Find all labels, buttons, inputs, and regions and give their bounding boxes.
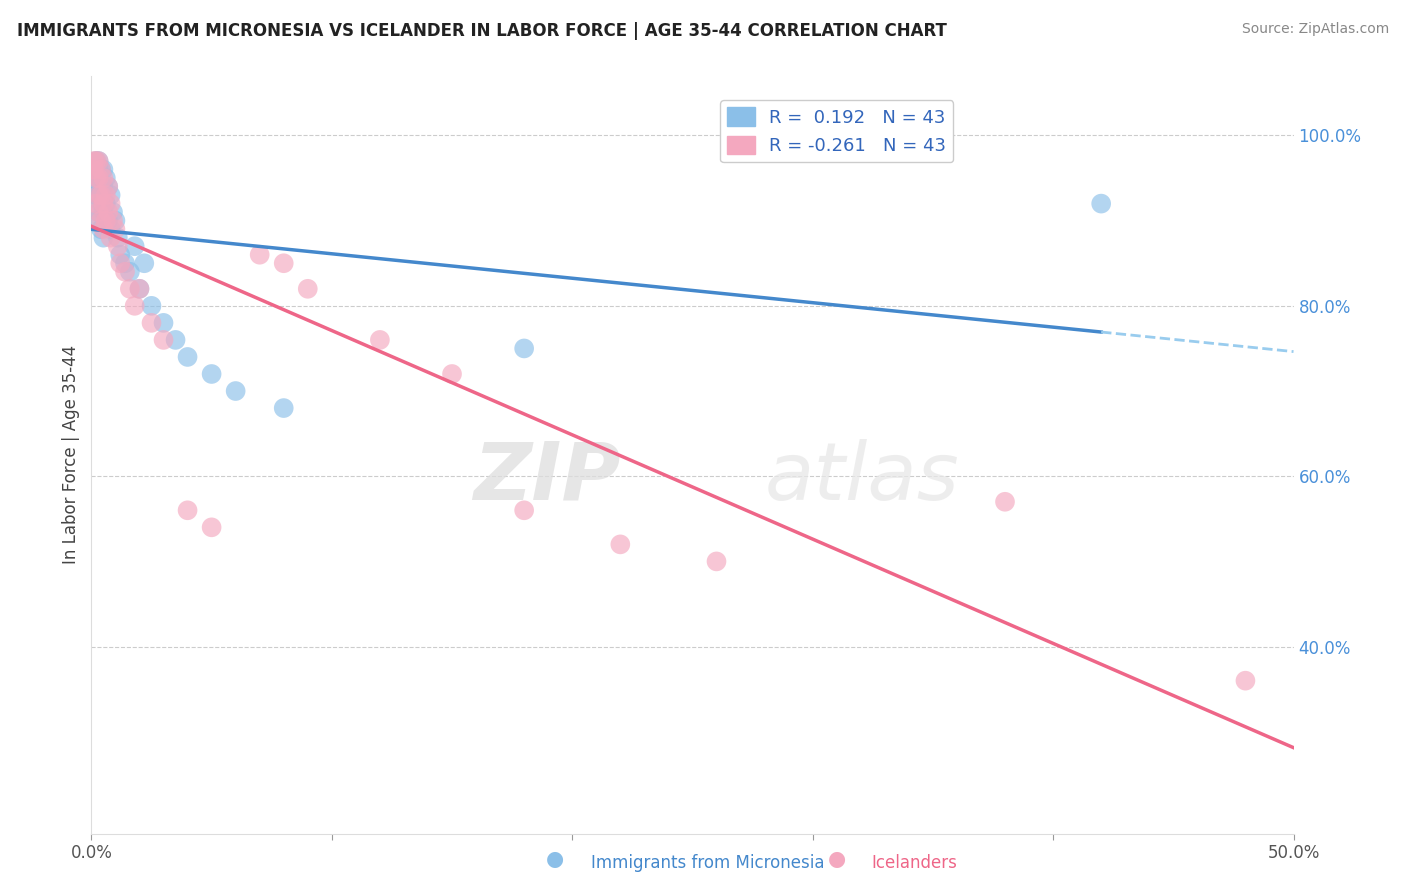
Point [994, 495, 1017, 509]
Point [87, 162, 110, 177]
Point [84, 213, 107, 227]
Text: IMMIGRANTS FROM MICRONESIA VS ICELANDER IN LABOR FORCE | AGE 35-44 CORRELATION C: IMMIGRANTS FROM MICRONESIA VS ICELANDER … [17, 22, 946, 40]
Point [114, 256, 136, 270]
Point [90, 162, 112, 177]
Point [100, 188, 122, 202]
Point [124, 299, 146, 313]
Point [114, 265, 136, 279]
Point [90, 162, 112, 177]
Point [273, 256, 295, 270]
Point [94, 196, 117, 211]
Point [124, 239, 146, 253]
Point [84, 171, 107, 186]
Y-axis label: In Labor Force | Age 35-44: In Labor Force | Age 35-44 [62, 345, 80, 565]
Point [94, 171, 117, 186]
Point [152, 333, 174, 347]
Point [87, 205, 110, 219]
Point [141, 299, 163, 313]
Point [1234, 673, 1257, 688]
Point [609, 537, 631, 551]
Point [84, 188, 107, 202]
Point [118, 265, 141, 279]
Point [87, 154, 110, 169]
Point [128, 282, 150, 296]
Point [97, 179, 120, 194]
Point [87, 188, 110, 202]
Point [110, 256, 132, 270]
Point [93, 196, 115, 211]
Point [152, 316, 174, 330]
Point [93, 222, 115, 236]
Point [90, 222, 112, 236]
Point [368, 333, 391, 347]
Text: ZIP: ZIP [472, 439, 620, 516]
Text: atlas: atlas [765, 439, 959, 516]
Point [165, 333, 187, 347]
Point [90, 179, 112, 194]
Point [110, 248, 132, 262]
Point [118, 282, 141, 296]
Point [83, 162, 105, 177]
Point [107, 230, 129, 244]
Point [176, 350, 198, 364]
Text: Immigrants from Micronesia: Immigrants from Micronesia [591, 855, 824, 872]
Point [101, 205, 124, 219]
Point [84, 154, 107, 169]
Point [97, 213, 120, 227]
Point [440, 367, 463, 381]
Point [90, 196, 112, 211]
Point [128, 282, 150, 296]
Point [87, 171, 110, 186]
Point [93, 171, 115, 186]
Point [134, 256, 156, 270]
Point [513, 503, 536, 517]
Point [201, 367, 224, 381]
Point [87, 171, 110, 186]
Point [104, 222, 127, 236]
Point [84, 171, 107, 186]
Point [141, 316, 163, 330]
Point [297, 282, 319, 296]
Point [100, 222, 122, 236]
Point [201, 520, 224, 534]
Point [100, 230, 122, 244]
Text: ●: ● [547, 849, 564, 869]
Point [100, 196, 122, 211]
Point [104, 213, 127, 227]
Text: Source: ZipAtlas.com: Source: ZipAtlas.com [1241, 22, 1389, 37]
Point [176, 503, 198, 517]
Point [97, 205, 120, 219]
Point [94, 188, 117, 202]
Point [93, 179, 115, 194]
Point [87, 205, 110, 219]
Text: Icelanders: Icelanders [872, 855, 957, 872]
Point [97, 179, 120, 194]
Point [87, 154, 110, 169]
Point [706, 554, 728, 568]
Point [90, 188, 112, 202]
Point [93, 205, 115, 219]
Point [101, 213, 124, 227]
Point [1090, 196, 1112, 211]
Point [513, 342, 536, 356]
Point [273, 401, 295, 415]
Point [84, 196, 107, 211]
Point [90, 213, 112, 227]
Point [84, 154, 107, 169]
Point [83, 154, 105, 169]
Point [83, 179, 105, 194]
Point [249, 248, 271, 262]
Point [93, 230, 115, 244]
Point [225, 384, 247, 398]
Point [94, 213, 117, 227]
Text: ●: ● [828, 849, 845, 869]
Legend: R =  0.192   N = 43, R = -0.261   N = 43: R = 0.192 N = 43, R = -0.261 N = 43 [720, 100, 953, 162]
Point [83, 162, 105, 177]
Point [87, 188, 110, 202]
Point [93, 162, 115, 177]
Point [107, 239, 129, 253]
